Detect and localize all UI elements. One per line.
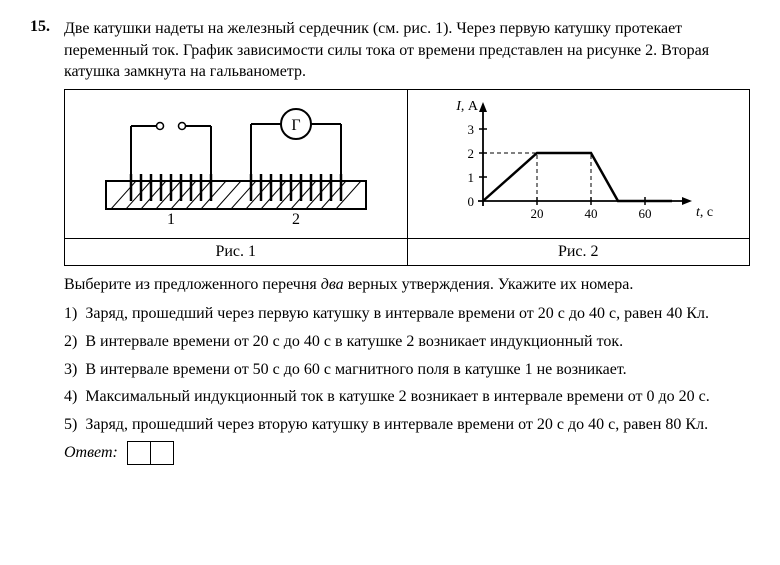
svg-text:1: 1 [468, 170, 475, 185]
answer-boxes[interactable] [128, 441, 174, 465]
coil1-label: 1 [167, 211, 175, 226]
svg-text:20: 20 [531, 206, 544, 221]
answer-row: Ответ: [64, 441, 750, 465]
figure-2-svg: 0 1 2 3 20 40 60 [438, 96, 718, 226]
option-3: 3)В интервале времени от 50 с до 60 с ма… [64, 359, 750, 381]
intro-text: Две катушки надеты на железный сердечник… [64, 18, 750, 83]
problem-body: Две катушки надеты на железный сердечник… [64, 18, 750, 465]
options-list: 1)Заряд, прошедший через первую катушку … [64, 303, 750, 435]
svg-text:2: 2 [468, 146, 475, 161]
fig1-caption: Рис. 1 [65, 238, 408, 265]
coil2-label: 2 [292, 211, 300, 226]
figure-1-cell: Г 1 2 [65, 89, 408, 238]
answer-label: Ответ: [64, 444, 118, 462]
fig2-caption: Рис. 2 [407, 238, 750, 265]
option-5: 5)Заряд, прошедший через вторую катушку … [64, 414, 750, 436]
svg-text:I, А: I, А [455, 99, 479, 114]
figure-2-cell: 0 1 2 3 20 40 60 [407, 89, 750, 238]
option-4: 4)Максимальный индукционный ток в катушк… [64, 386, 750, 408]
option-1: 1)Заряд, прошедший через первую катушку … [64, 303, 750, 325]
figures-table: Г 1 2 [64, 89, 750, 266]
svg-text:40: 40 [585, 206, 598, 221]
instruction: Выберите из предложенного перечня два ве… [64, 274, 750, 296]
problem-number: 15. [30, 18, 50, 465]
galvanometer-label: Г [291, 117, 300, 134]
svg-text:60: 60 [639, 206, 652, 221]
svg-text:0: 0 [468, 194, 475, 209]
svg-text:3: 3 [468, 122, 475, 137]
svg-text:t, с: t, с [696, 205, 713, 220]
option-2: 2)В интервале времени от 20 с до 40 с в … [64, 331, 750, 353]
figure-1-svg: Г 1 2 [86, 96, 386, 226]
